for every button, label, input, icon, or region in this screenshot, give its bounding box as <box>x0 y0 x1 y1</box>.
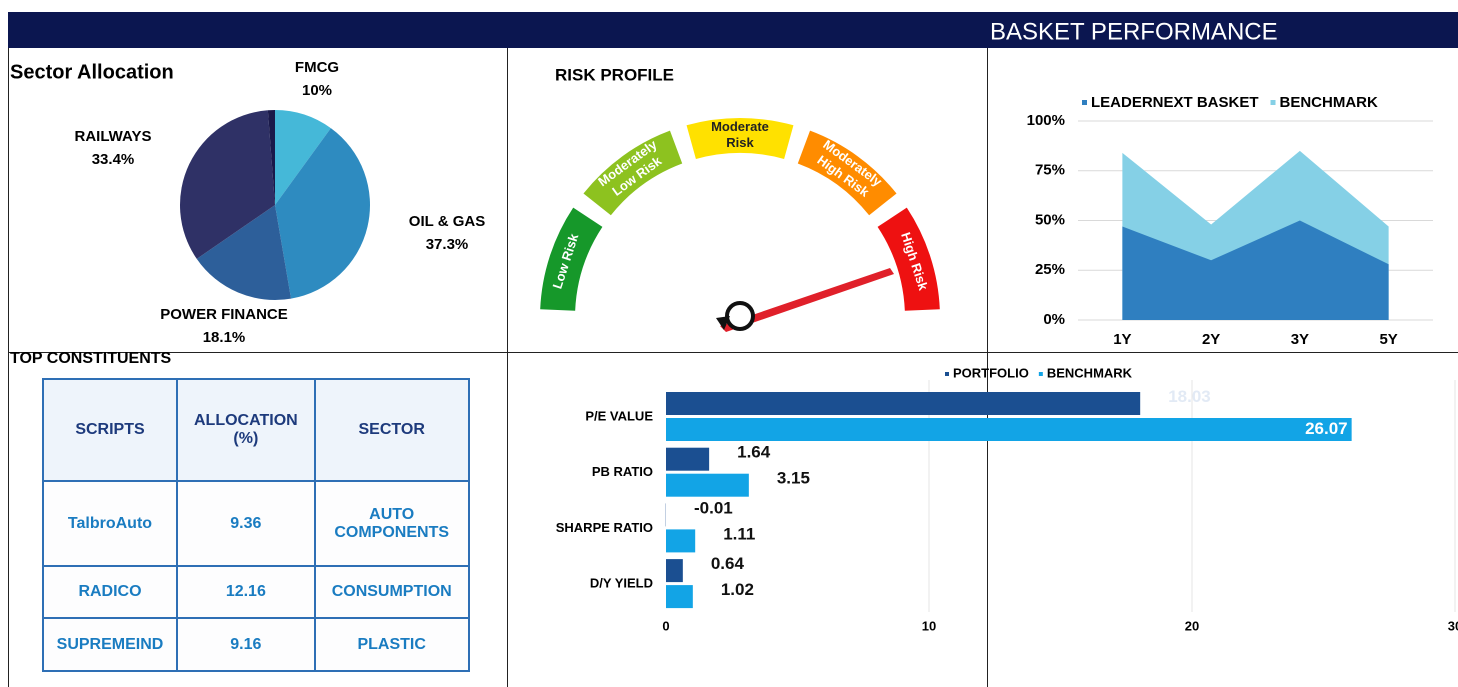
cell: 9.16 <box>176 617 316 672</box>
gauge-segment <box>877 207 940 311</box>
pie-slice <box>275 128 370 299</box>
legend-label: PORTFOLIO <box>953 365 1029 380</box>
legend-label: LEADERNEXT BASKET <box>1091 94 1259 111</box>
x-tick-label: 10 <box>922 618 936 633</box>
cell: AUTO COMPONENTS <box>313 480 470 567</box>
value-label: 1.64 <box>737 443 771 462</box>
table-title: TOP CONSTITUENTS <box>10 350 172 367</box>
slice-label: POWER FINANCE <box>160 306 288 323</box>
table-row: TalbroAuto 9.36 AUTO COMPONENTS <box>42 480 470 567</box>
pie-slice <box>179 110 275 259</box>
y-tick-label: 50% <box>1035 211 1065 228</box>
bar <box>666 418 1352 441</box>
value-label: 1.02 <box>721 580 754 599</box>
slice-label: OIL & GAS <box>409 213 485 230</box>
x-tick-label: 3Y <box>1291 331 1309 348</box>
x-tick-label: 0 <box>662 618 669 633</box>
gauge-needle-tail <box>716 316 730 330</box>
cell: TalbroAuto <box>42 480 178 567</box>
cell: CONSUMPTION <box>313 565 470 619</box>
slice-value-label: 33.4% <box>92 151 135 168</box>
gauge-segment <box>540 207 603 311</box>
cell: 12.16 <box>176 565 316 619</box>
panel-borders <box>8 48 1458 687</box>
table-row: SUPREMEIND 9.16 PLASTIC <box>42 617 470 672</box>
bar <box>666 473 749 497</box>
y-tick-label: PB RATIO <box>592 464 653 479</box>
gauge-title: RISK PROFILE <box>555 65 674 84</box>
legend-label: BENCHMARK <box>1047 365 1133 380</box>
cell: SUPREMEIND <box>42 617 178 672</box>
y-tick-label: 0% <box>1043 311 1065 328</box>
pie-slice <box>196 205 292 300</box>
gauge-label: Risk <box>726 135 754 150</box>
gauge-segment <box>583 130 683 216</box>
value-label: 18.03 <box>1168 387 1211 406</box>
y-tick-label: 75% <box>1035 162 1065 179</box>
legend-swatch <box>1038 372 1043 376</box>
legend-swatch <box>945 372 949 376</box>
legend-label: BENCHMARK <box>1280 94 1378 111</box>
slice-label: FMCG <box>295 59 339 76</box>
bar <box>666 529 696 553</box>
value-label: -0.01 <box>694 498 733 517</box>
slice-value-label: 10% <box>302 82 332 99</box>
value-label: 3.15 <box>777 469 810 488</box>
header-cell: SECTOR <box>313 378 470 482</box>
x-tick-label: 30 <box>1448 618 1458 633</box>
slice-value-label: 37.3% <box>426 236 469 253</box>
table-header-row: SCRIPTS ALLOCATION (%) SECTOR <box>42 378 470 482</box>
constituents-table: SCRIPTS ALLOCATION (%) SECTOR TalbroAuto… <box>42 378 470 672</box>
header-cell: SCRIPTS <box>42 378 178 482</box>
cell: RADICO <box>42 565 178 619</box>
bar <box>666 392 1141 415</box>
bar <box>666 585 693 609</box>
value-label: 0.64 <box>711 554 745 573</box>
legend-swatch <box>1082 100 1087 105</box>
value-label: 1.11 <box>723 524 755 543</box>
slice-label: RAILWAYS <box>75 128 152 145</box>
y-tick-label: D/Y YIELD <box>590 576 653 591</box>
pie-title: Sector Allocation <box>10 61 174 83</box>
x-tick-label: 20 <box>1185 618 1199 633</box>
pie-slice <box>275 110 331 205</box>
bar <box>666 559 683 583</box>
header-cell: ALLOCATION (%) <box>176 378 316 482</box>
gauge-needle <box>720 268 894 332</box>
header-title: BASKET PERFORMANCE <box>990 18 1278 45</box>
x-tick-label: 2Y <box>1202 331 1220 348</box>
y-tick-label: 25% <box>1035 261 1065 278</box>
x-tick-label: 1Y <box>1113 331 1131 348</box>
header-bar <box>8 12 1458 48</box>
bar <box>666 447 710 471</box>
cell: PLASTIC <box>313 617 470 672</box>
cell: 9.36 <box>176 480 316 567</box>
slice-value-label: 18.1% <box>203 329 246 346</box>
x-tick-label: 5Y <box>1379 331 1397 348</box>
gauge-hub <box>725 301 755 331</box>
value-label: 26.07 <box>1305 419 1348 438</box>
pie-slice <box>267 110 275 205</box>
y-tick-label: 100% <box>1027 112 1065 129</box>
gauge-segment <box>686 117 794 160</box>
gauge-label: Moderate <box>711 119 769 134</box>
table-row: RADICO 12.16 CONSUMPTION <box>42 565 470 619</box>
y-tick-label: P/E VALUE <box>585 408 653 423</box>
area <box>1122 220 1389 320</box>
gauge-segment <box>797 130 897 216</box>
legend-swatch <box>1270 100 1276 105</box>
y-tick-label: SHARPE RATIO <box>556 520 653 535</box>
